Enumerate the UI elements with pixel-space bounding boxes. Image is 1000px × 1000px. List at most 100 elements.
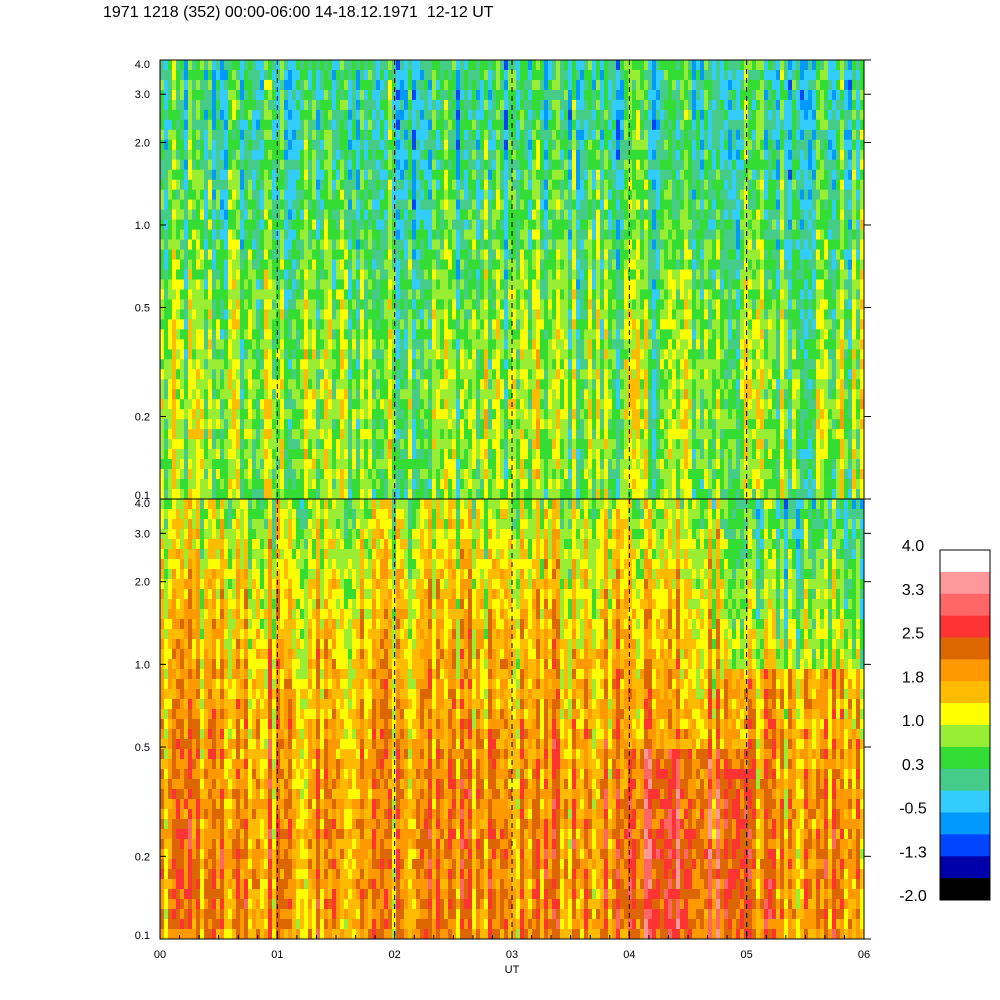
heatmap-cell: [264, 70, 268, 80]
heatmap-cell: [488, 110, 492, 120]
heatmap-cell: [220, 230, 224, 240]
heatmap-cell: [760, 280, 764, 290]
heatmap-cell: [740, 80, 744, 90]
heatmap-cell: [480, 309, 484, 319]
heatmap-cell: [672, 319, 676, 329]
heatmap-cell: [268, 309, 272, 319]
heatmap-cell: [848, 240, 852, 250]
heatmap-cell: [632, 319, 636, 329]
heatmap-cell: [572, 240, 576, 250]
heatmap-cell: [624, 270, 628, 280]
heatmap-cell: [164, 280, 168, 290]
heatmap-cell: [732, 160, 736, 170]
heatmap-cell: [460, 299, 464, 309]
heatmap-cell: [796, 190, 800, 200]
heatmap-cell: [284, 210, 288, 220]
heatmap-cell: [452, 270, 456, 280]
heatmap-cell: [624, 319, 628, 329]
heatmap-cell: [320, 240, 324, 250]
heatmap-cell: [208, 339, 212, 349]
heatmap-cell: [644, 80, 648, 90]
heatmap-cell: [692, 299, 696, 309]
heatmap-cell: [224, 160, 228, 170]
heatmap-cell: [520, 70, 524, 80]
heatmap-cell: [468, 260, 472, 270]
heatmap-cell: [512, 289, 516, 299]
heatmap-cell: [756, 150, 760, 160]
heatmap-cell: [604, 240, 608, 250]
heatmap-cell: [308, 260, 312, 270]
heatmap-cell: [264, 319, 268, 329]
heatmap-cell: [616, 289, 620, 299]
heatmap-cell: [492, 80, 496, 90]
heatmap-cell: [316, 140, 320, 150]
heatmap-cell: [324, 240, 328, 250]
heatmap-cell: [604, 299, 608, 309]
heatmap-cell: [404, 299, 408, 309]
heatmap-cell: [492, 329, 496, 339]
heatmap-cell: [388, 130, 392, 140]
heatmap-cell: [772, 180, 776, 190]
heatmap-cell: [536, 230, 540, 240]
heatmap-cell: [676, 150, 680, 160]
heatmap-cell: [732, 170, 736, 180]
heatmap-cell: [184, 180, 188, 190]
heatmap-cell: [356, 210, 360, 220]
heatmap-cell: [536, 299, 540, 309]
heatmap-cell: [284, 339, 288, 349]
heatmap-cell: [520, 160, 524, 170]
heatmap-cell: [604, 319, 608, 329]
heatmap-cell: [408, 160, 412, 170]
heatmap-cell: [788, 130, 792, 140]
heatmap-cell: [400, 289, 404, 299]
heatmap-cell: [356, 339, 360, 349]
heatmap-cell: [416, 120, 420, 130]
heatmap-cell: [420, 140, 424, 150]
heatmap-cell: [752, 180, 756, 190]
heatmap-cell: [812, 210, 816, 220]
heatmap-cell: [260, 299, 264, 309]
heatmap-cell: [300, 309, 304, 319]
heatmap-cell: [704, 270, 708, 280]
heatmap-cell: [588, 230, 592, 240]
heatmap-cell: [304, 240, 308, 250]
heatmap-cell: [348, 120, 352, 130]
heatmap-cell: [552, 60, 556, 70]
heatmap-cell: [740, 240, 744, 250]
heatmap-cell: [472, 130, 476, 140]
heatmap-cell: [772, 210, 776, 220]
heatmap-cell: [332, 329, 336, 339]
heatmap-cell: [192, 70, 196, 80]
heatmap-cell: [728, 160, 732, 170]
heatmap-cell: [440, 170, 444, 180]
heatmap-cell: [832, 90, 836, 100]
heatmap-cell: [724, 319, 728, 329]
heatmap-cell: [504, 190, 508, 200]
heatmap-cell: [312, 190, 316, 200]
heatmap-cell: [420, 160, 424, 170]
heatmap-cell: [580, 70, 584, 80]
heatmap-cell: [572, 180, 576, 190]
heatmap-cell: [216, 240, 220, 250]
heatmap-cell: [400, 319, 404, 329]
heatmap-cell: [708, 80, 712, 90]
heatmap-cell: [744, 100, 748, 110]
heatmap-cell: [360, 319, 364, 329]
heatmap-cell: [636, 200, 640, 210]
heatmap-cell: [196, 339, 200, 349]
heatmap-cell: [672, 200, 676, 210]
heatmap-cell: [608, 240, 612, 250]
heatmap-cell: [692, 150, 696, 160]
heatmap-cell: [392, 120, 396, 130]
heatmap-cell: [212, 130, 216, 140]
heatmap-cell: [700, 140, 704, 150]
heatmap-cell: [312, 170, 316, 180]
heatmap-cell: [672, 220, 676, 230]
heatmap-cell: [740, 70, 744, 80]
heatmap-cell: [552, 70, 556, 80]
heatmap-cell: [260, 260, 264, 270]
heatmap-cell: [540, 289, 544, 299]
heatmap-cell: [488, 220, 492, 230]
heatmap-cell: [840, 240, 844, 250]
heatmap-cell: [520, 309, 524, 319]
